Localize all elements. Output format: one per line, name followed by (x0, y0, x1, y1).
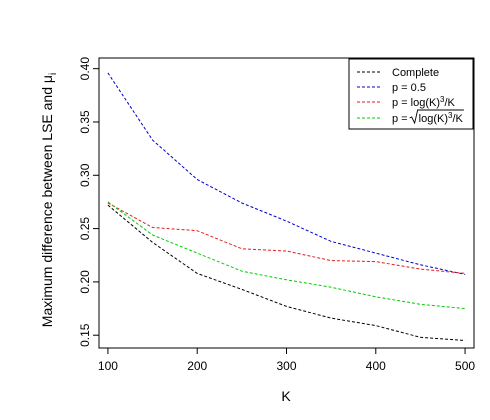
y-axis-label-main: Maximum difference between LSE and μ (39, 75, 55, 327)
y-tick-label-0.35: 0.35 (78, 110, 92, 134)
x-axis: 100 200 300 400 500 (98, 348, 475, 373)
legend-p-log-suffix: /K (444, 97, 455, 109)
y-tick-label-0.40: 0.40 (78, 57, 92, 81)
series-line-1 (107, 72, 466, 275)
legend-sqrt-sign (409, 109, 464, 125)
y-axis-label: Maximum difference between LSE and μi (39, 73, 59, 327)
y-axis: 0.15 0.20 0.25 0.30 0.35 0.40 (78, 57, 99, 347)
x-tick-label-300: 300 (276, 359, 296, 373)
x-tick-label-200: 200 (187, 359, 207, 373)
legend-p-sqrt-prefix: p = (392, 113, 411, 125)
legend-p-log-prefix: p = log(K) (392, 97, 440, 109)
legend-p-sqrt-suffix: /K (452, 113, 463, 125)
y-tick-label-0.15: 0.15 (78, 323, 92, 347)
legend-label-complete: Complete (392, 67, 439, 79)
x-tick-label-500: 500 (455, 359, 475, 373)
y-axis-label-subscript: i (48, 73, 59, 75)
series-line-2 (107, 202, 466, 274)
series-line-3 (107, 201, 466, 310)
x-axis-label: K (281, 388, 291, 404)
legend-label-p-sqrt: p = log(K)3/K (392, 111, 464, 125)
y-tick-label-0.20: 0.20 (78, 270, 92, 294)
y-tick-label-0.30: 0.30 (78, 163, 92, 187)
legend-p-sqrt-radicand: log(K) (419, 113, 448, 125)
y-tick-label-0.25: 0.25 (78, 217, 92, 241)
legend-label-p-log: p = log(K)3/K (392, 95, 456, 109)
legend-p-log-sup: 3 (440, 95, 445, 104)
legend: Complete p = 0.5 p = log(K)3/K p = log(K… (348, 58, 474, 130)
legend-p-sqrt-sup: 3 (448, 111, 453, 120)
x-tick-label-100: 100 (98, 359, 118, 373)
series-line-0 (107, 204, 466, 341)
series-layer (107, 72, 466, 341)
x-tick-label-400: 400 (366, 359, 386, 373)
legend-label-p-half: p = 0.5 (392, 82, 426, 94)
